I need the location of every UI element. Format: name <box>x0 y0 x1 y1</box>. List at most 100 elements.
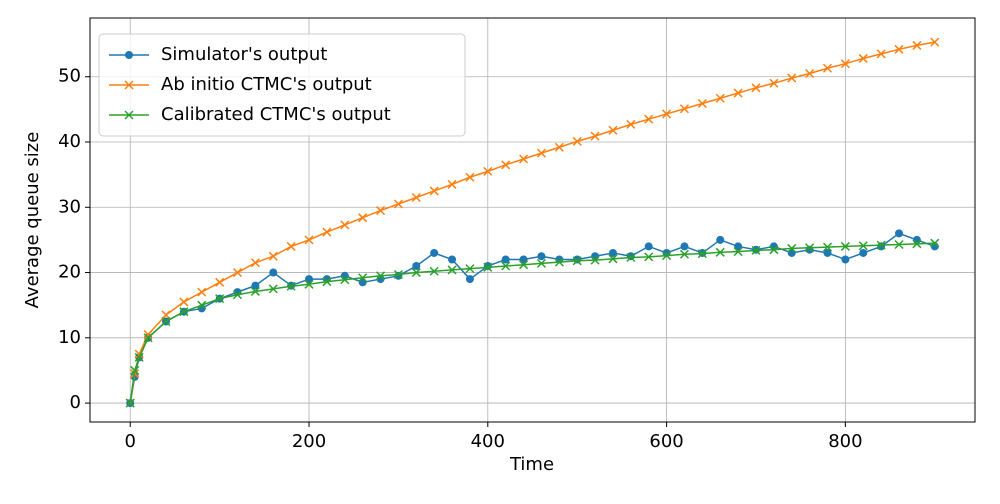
data-point <box>554 142 564 152</box>
data-point <box>876 49 886 59</box>
data-point <box>590 255 600 265</box>
data-point <box>465 275 474 284</box>
data-point <box>268 251 278 261</box>
data-point <box>358 273 368 283</box>
data-point <box>375 206 386 216</box>
data-point <box>662 109 672 119</box>
data-point <box>858 241 868 251</box>
data-point <box>358 213 368 223</box>
data-point <box>912 235 921 244</box>
data-point <box>841 255 850 264</box>
series-line <box>129 232 936 404</box>
data-point <box>269 268 278 277</box>
data-point <box>483 166 493 176</box>
data-point <box>822 242 833 252</box>
data-point <box>179 297 189 307</box>
data-point <box>697 249 707 259</box>
data-point <box>697 98 707 109</box>
data-point <box>644 252 654 262</box>
x-tick-label: 400 <box>471 431 505 452</box>
data-point <box>787 243 797 253</box>
data-point <box>393 269 403 280</box>
x-tick-label: 200 <box>292 431 326 452</box>
data-point <box>429 186 439 196</box>
data-point <box>769 78 779 88</box>
data-point <box>894 44 904 54</box>
data-point <box>822 63 833 73</box>
data-point <box>411 192 421 203</box>
data-point <box>626 252 636 263</box>
data-point <box>895 229 904 238</box>
data-point <box>447 265 457 275</box>
data-point <box>143 333 153 343</box>
data-point <box>876 240 886 250</box>
data-point <box>859 248 868 257</box>
data-point <box>805 68 815 79</box>
data-point <box>519 154 529 164</box>
data-point <box>573 255 582 264</box>
x-tick-label: 800 <box>828 431 862 452</box>
data-point <box>912 239 922 249</box>
data-point <box>858 53 868 63</box>
data-point <box>232 290 243 300</box>
data-point <box>130 365 140 375</box>
data-point <box>537 252 546 261</box>
x-axis-label: Time <box>509 454 554 475</box>
data-point <box>626 119 636 129</box>
legend-label: Calibrated CTMC's output <box>161 104 391 125</box>
data-point <box>823 248 832 257</box>
data-point <box>912 40 922 50</box>
data-point <box>501 160 511 170</box>
data-point <box>894 239 904 250</box>
data-point <box>447 179 457 189</box>
data-point <box>519 260 529 270</box>
data-point <box>429 266 439 276</box>
data-point <box>393 199 403 209</box>
data-point <box>626 252 635 261</box>
data-point <box>662 251 672 261</box>
data-point <box>340 271 349 280</box>
data-point <box>483 262 492 271</box>
data-point <box>715 93 725 103</box>
series-line <box>129 41 935 404</box>
data-point <box>734 242 743 251</box>
data-point <box>411 268 421 278</box>
data-point <box>877 242 886 251</box>
data-point <box>322 277 332 287</box>
data-point <box>250 258 260 268</box>
data-point <box>483 262 493 272</box>
y-tick-label: 50 <box>58 66 81 87</box>
data-point <box>733 247 743 257</box>
data-point <box>340 275 350 285</box>
data-point <box>305 275 314 284</box>
data-point <box>394 271 403 280</box>
data-point <box>644 242 653 251</box>
y-axis-label: Average queue size <box>22 132 43 309</box>
data-point <box>733 88 743 98</box>
legend-box <box>98 33 466 137</box>
data-point <box>412 262 421 271</box>
plot-frame <box>89 17 976 423</box>
x-tick-label: 600 <box>649 431 683 452</box>
y-tick-label: 30 <box>58 196 81 217</box>
data-point <box>375 271 386 281</box>
data-point <box>340 220 350 230</box>
data-point <box>251 281 260 290</box>
data-point <box>286 241 296 251</box>
data-point <box>125 398 135 408</box>
data-point <box>322 227 332 237</box>
data-point <box>805 243 815 253</box>
data-point <box>161 310 171 320</box>
data-point <box>536 148 546 158</box>
data-point <box>430 248 439 257</box>
data-point <box>680 242 689 251</box>
data-point <box>197 300 207 310</box>
data-point <box>465 264 475 274</box>
data-point <box>501 261 511 271</box>
data-point <box>679 104 690 114</box>
data-point <box>232 268 243 278</box>
legend-marker <box>124 110 134 120</box>
data-point <box>608 254 618 264</box>
data-point <box>179 307 189 317</box>
